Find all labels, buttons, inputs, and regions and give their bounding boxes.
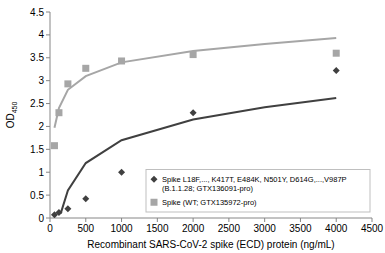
data-point [64, 80, 71, 87]
y-tick-label: 4 [38, 29, 44, 40]
data-point [82, 65, 89, 72]
y-tick [46, 218, 50, 219]
x-tick-label: 0 [47, 223, 53, 234]
y-axis-label: OD450 [5, 102, 18, 129]
y-tick-label: 0.5 [30, 190, 44, 201]
x-axis-label: Recombinant SARS-CoV-2 spike (ECD) prote… [87, 239, 334, 250]
x-tick-label: 3500 [289, 223, 312, 234]
x-tick [300, 218, 301, 222]
y-tick [46, 103, 50, 104]
legend-label: Spike (WT; GTX135972-pro) [162, 198, 257, 207]
data-point [51, 142, 58, 149]
x-tick [264, 218, 265, 222]
y-tick-label: 2 [38, 121, 44, 132]
x-tick-label: 4000 [325, 223, 348, 234]
x-tick [121, 218, 122, 222]
x-tick-label: 2000 [182, 223, 205, 234]
y-tick [46, 80, 50, 81]
x-tick-label: 1500 [146, 223, 169, 234]
y-tick [46, 12, 50, 13]
x-tick [372, 218, 373, 222]
y-tick [46, 172, 50, 173]
legend-marker [151, 199, 158, 206]
data-point [55, 109, 62, 116]
y-tick-label: 1 [38, 167, 44, 178]
x-tick [85, 218, 86, 222]
y-tick-label: 1.5 [30, 144, 44, 155]
data-point [118, 57, 125, 64]
y-label-sub: 450 [11, 102, 18, 114]
y-tick-label: 4.5 [30, 7, 44, 18]
x-tick-label: 1000 [110, 223, 133, 234]
data-point [190, 109, 197, 116]
x-tick [50, 218, 51, 222]
y-tick [46, 195, 50, 196]
legend-label-line: Spike (WT; GTX135972-pro) [162, 198, 257, 207]
data-point [333, 67, 340, 74]
data-point [82, 195, 89, 202]
x-tick-label: 4500 [361, 223, 384, 234]
legend-label-line: Spike L18F,..., K417T, E484K, N501Y, D61… [162, 175, 347, 184]
x-tick-label: 2500 [218, 223, 241, 234]
y-tick [46, 149, 50, 150]
x-axis [50, 218, 372, 219]
y-tick-label: 3.5 [30, 52, 44, 63]
data-point [55, 209, 62, 216]
data-point [118, 169, 125, 176]
x-tick [157, 218, 158, 222]
legend-label-line: (B.1.1.28; GTX136091-pro) [162, 184, 253, 193]
y-axis [50, 12, 51, 218]
data-point [190, 51, 197, 58]
chart: 0 500 1000 1500 2000 2500 3000 3500 4000 4500 0 0.5… [0, 0, 385, 253]
y-tick [46, 126, 50, 127]
y-tick [46, 57, 50, 58]
y-label-main: OD [5, 113, 16, 128]
x-tick-label: 3000 [254, 223, 277, 234]
legend-label: Spike L18F,..., K417T, E484K, N501Y, D61… [162, 175, 347, 194]
data-point [64, 205, 71, 212]
y-tick [46, 34, 50, 35]
trend-line [54, 38, 336, 128]
legend-box [146, 170, 370, 213]
x-tick [193, 218, 194, 222]
y-tick-label: 3 [38, 75, 44, 86]
legend: Spike L18F,..., K417T, E484K, N501Y, D61… [146, 170, 370, 213]
x-tick-label: 500 [77, 223, 94, 234]
y-tick-label: 2.5 [30, 98, 44, 109]
legend-marker [151, 176, 158, 183]
data-point [333, 50, 340, 57]
x-tick [336, 218, 337, 222]
x-tick [228, 218, 229, 222]
y-tick-label: 0 [38, 213, 44, 224]
